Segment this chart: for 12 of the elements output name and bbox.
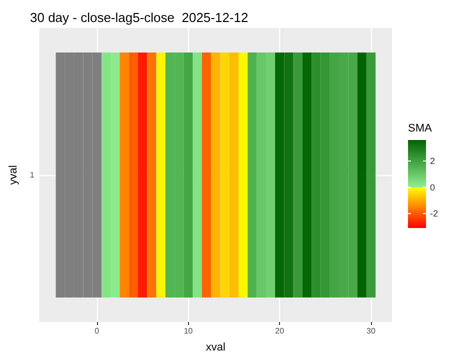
x-tick-label: 10 <box>184 326 194 336</box>
x-axis-title: xval <box>206 342 226 354</box>
y-axis-title: yval <box>8 165 20 185</box>
color-bar-label: 0 <box>430 182 436 192</box>
x-tick-label: 0 <box>94 326 100 336</box>
color-bar-label: 2 <box>430 156 436 166</box>
chart-title: 30 day - close-lag5-close 2025-12-12 <box>30 10 248 25</box>
y-tick-label: 1 <box>30 170 35 180</box>
color-bar-title: SMA <box>408 122 432 134</box>
x-tick-label: 30 <box>366 326 376 336</box>
color-bar-label: -2 <box>430 208 438 219</box>
x-tick-label: 20 <box>275 326 285 336</box>
